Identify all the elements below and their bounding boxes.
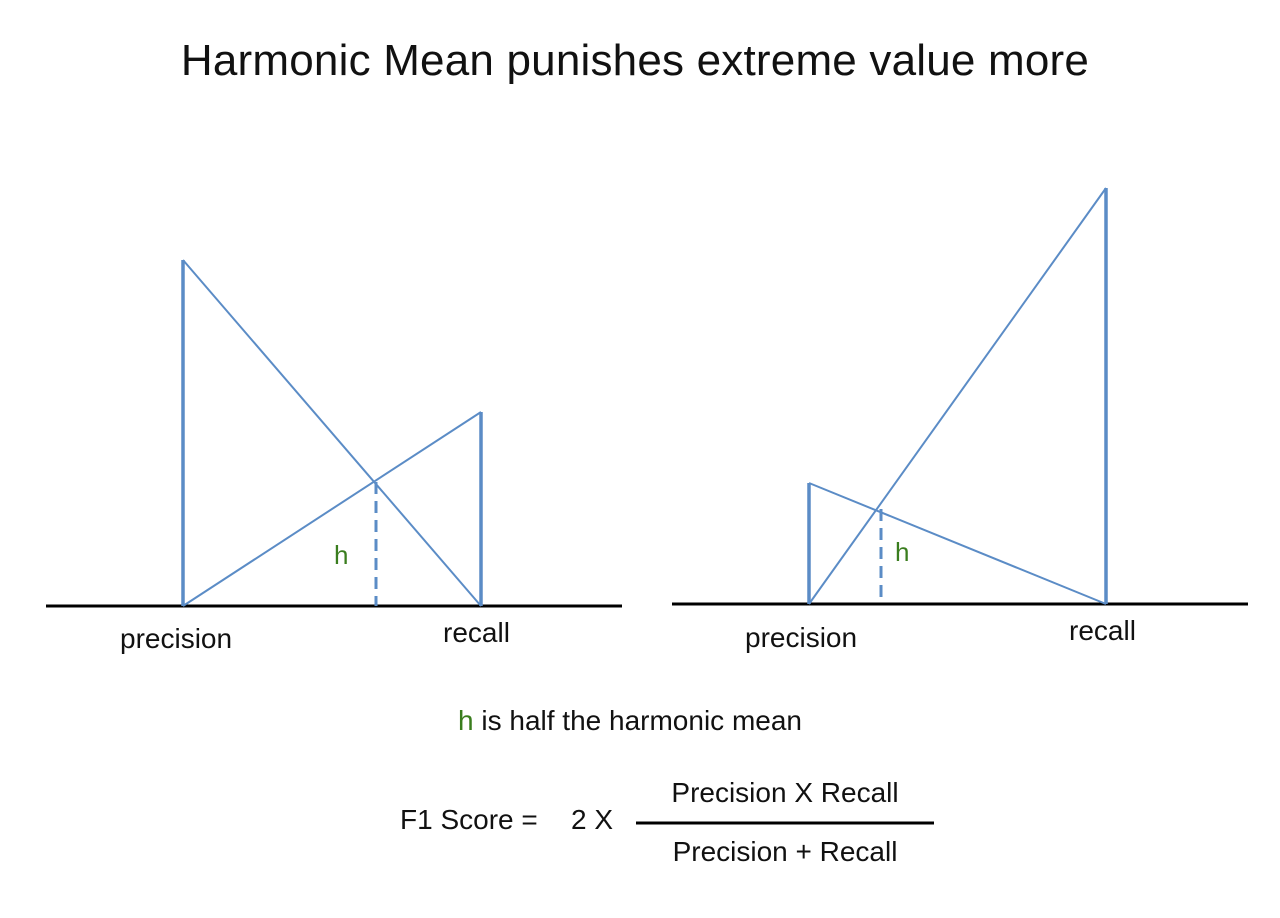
caption-text: is half the harmonic mean (473, 705, 802, 736)
formula-lhs: F1 Score = (400, 804, 538, 835)
caption: h is half the harmonic mean (0, 705, 1260, 737)
precision-label-right: precision (745, 622, 858, 653)
caption-h: h (458, 705, 474, 736)
diagonal-precision-top-to-recall-base-left (182, 259, 482, 607)
recall-label-right: recall (1069, 615, 1136, 646)
formula-factor: 2 X (571, 804, 614, 835)
diagonal-precision-base-to-recall-top-right (808, 187, 1107, 605)
formula-denominator: Precision + Recall (672, 836, 898, 867)
h-label-right: h (895, 537, 910, 567)
diagonal-precision-top-to-recall-base-right (808, 482, 1107, 605)
page-title: Harmonic Mean punishes extreme value mor… (180, 36, 1090, 85)
recall-label-left: recall (443, 617, 510, 648)
precision-label-left: precision (120, 623, 233, 654)
h-label-left: h (334, 540, 349, 570)
diagonal-precision-base-to-recall-top-left (182, 411, 482, 607)
formula-numerator: Precision X Recall (671, 777, 899, 808)
